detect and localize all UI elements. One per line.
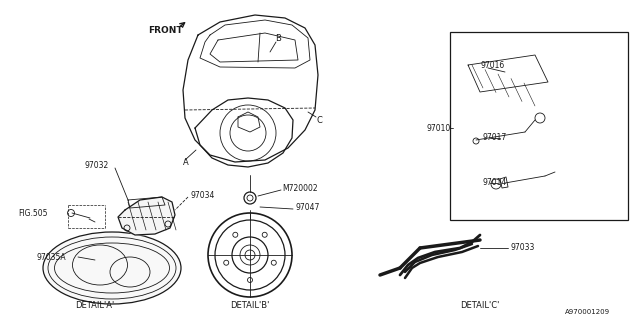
- Text: 97032: 97032: [84, 161, 108, 170]
- Text: DETAIL'B': DETAIL'B': [230, 300, 269, 309]
- Text: 97017: 97017: [482, 132, 506, 141]
- Text: 97033: 97033: [510, 244, 534, 252]
- Text: 97035A: 97035A: [36, 252, 66, 261]
- Text: 97047: 97047: [295, 203, 319, 212]
- Text: B: B: [275, 34, 281, 43]
- Text: A970001209: A970001209: [565, 309, 610, 315]
- Text: A: A: [183, 157, 189, 166]
- Text: FIG.505: FIG.505: [18, 209, 47, 218]
- Text: M720002: M720002: [282, 183, 317, 193]
- Text: 97014: 97014: [482, 178, 506, 187]
- Text: FRONT: FRONT: [148, 26, 182, 35]
- Polygon shape: [118, 197, 175, 235]
- Text: 97010: 97010: [426, 124, 451, 132]
- Ellipse shape: [43, 232, 181, 304]
- Text: DETAIL'A': DETAIL'A': [76, 300, 115, 309]
- Text: 97016: 97016: [480, 60, 504, 69]
- Text: 97034: 97034: [190, 190, 214, 199]
- Text: C: C: [316, 116, 322, 124]
- Bar: [450, 32, 628, 220]
- Text: DETAIL'C': DETAIL'C': [460, 300, 500, 309]
